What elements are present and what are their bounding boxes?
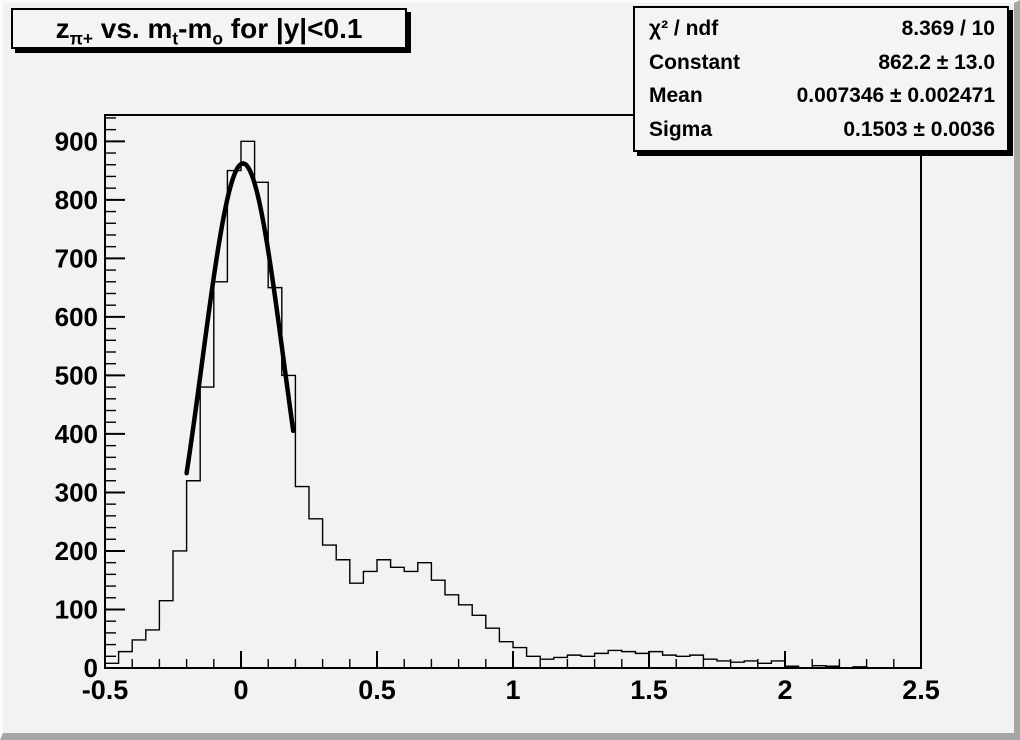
y-tick-label: 600 bbox=[55, 302, 98, 332]
plot-title-box: zπ+ vs. mt-mo for |y|<0.1 bbox=[11, 8, 407, 49]
stats-label-chi2: χ² / ndf bbox=[649, 17, 719, 41]
stats-row-mean: Mean 0.007346 ± 0.002471 bbox=[635, 85, 1007, 106]
y-tick-label: 800 bbox=[55, 185, 98, 215]
stats-row-constant: Constant 862.2 ± 13.0 bbox=[635, 52, 1007, 73]
y-tick-label: 400 bbox=[55, 419, 98, 449]
x-tick-label: 1.5 bbox=[630, 675, 668, 705]
x-tick-label: 2.5 bbox=[902, 675, 940, 705]
histogram-steps bbox=[104, 140, 921, 669]
stats-value-chi2: 8.369 / 10 bbox=[901, 17, 995, 41]
x-tick-label: -0.5 bbox=[82, 675, 129, 705]
stats-row-chi2: χ² / ndf 8.369 / 10 bbox=[635, 18, 1007, 39]
stats-value-constant: 862.2 ± 13.0 bbox=[878, 50, 995, 74]
plot-frame bbox=[104, 114, 922, 669]
y-tick-label: 100 bbox=[55, 594, 98, 624]
x-tick-label: 0 bbox=[233, 675, 248, 705]
plot-title: zπ+ vs. mt-mo for |y|<0.1 bbox=[55, 12, 363, 49]
y-tick-label: 300 bbox=[55, 477, 98, 507]
stats-box: χ² / ndf 8.369 / 10 Constant 862.2 ± 13.… bbox=[633, 6, 1009, 152]
stats-label-constant: Constant bbox=[649, 50, 740, 74]
x-tick-label: 0.5 bbox=[358, 675, 396, 705]
y-tick-label: 900 bbox=[55, 126, 98, 156]
y-tick-label: 500 bbox=[55, 360, 98, 390]
stats-value-mean: 0.007346 ± 0.002471 bbox=[796, 84, 995, 108]
y-tick-label: 700 bbox=[55, 243, 98, 273]
y-tick-label: 200 bbox=[55, 536, 98, 566]
stats-row-sigma: Sigma 0.1503 ± 0.0036 bbox=[635, 119, 1007, 140]
gaussian-fit-curve bbox=[184, 161, 296, 476]
stats-value-sigma: 0.1503 ± 0.0036 bbox=[843, 117, 995, 141]
y-tick-label: 0 bbox=[84, 653, 98, 683]
stats-label-mean: Mean bbox=[649, 84, 703, 108]
x-tick-label: 1 bbox=[505, 675, 520, 705]
x-tick-label: 2 bbox=[777, 675, 792, 705]
stats-label-sigma: Sigma bbox=[649, 117, 713, 141]
